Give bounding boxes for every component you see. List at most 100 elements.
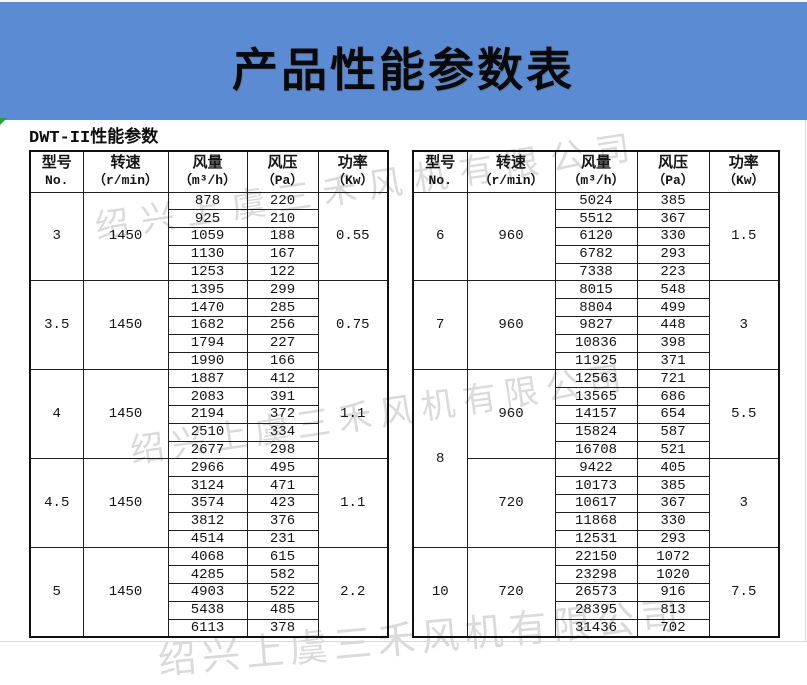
pressure-cell: 367 — [636, 494, 710, 513]
table-row: 31436 702 — [413, 618, 779, 638]
airflow-cell: 6113 — [167, 618, 248, 638]
model-cell: 10 — [412, 547, 468, 638]
airflow-cell: 12563 — [554, 369, 638, 389]
airflow-cell: 4514 — [167, 529, 248, 549]
pressure-cell: 813 — [636, 600, 710, 620]
airflow-cell: 2677 — [167, 440, 248, 460]
pressure-cell: 231 — [246, 529, 319, 549]
pressure-cell: 210 — [246, 209, 319, 229]
airflow-cell: 2083 — [167, 387, 248, 407]
airflow-cell: 12531 — [554, 529, 638, 549]
speed-cell: 960 — [466, 191, 556, 282]
pressure-cell: 330 — [636, 511, 710, 531]
airflow-cell: 9422 — [554, 458, 638, 478]
pressure-cell: 702 — [636, 618, 710, 638]
column-header: 风压 （Pa） — [246, 150, 319, 193]
airflow-cell: 878 — [167, 191, 248, 211]
table-row: 1470 285 — [30, 298, 388, 318]
column-header: 风压 （Pa） — [636, 150, 710, 193]
speed-cell: 1450 — [82, 369, 169, 460]
airflow-cell: 1059 — [167, 227, 248, 246]
model-cell: 6 — [412, 191, 468, 282]
airflow-cell: 4285 — [167, 565, 248, 585]
power-cell: 3 — [708, 458, 780, 549]
table-row: 3124 471 — [30, 476, 388, 496]
pressure-cell: 285 — [246, 298, 319, 318]
title-banner: 产品性能参数表 — [0, 0, 807, 120]
airflow-cell: 15824 — [554, 422, 638, 442]
table-row: 5512 367 — [413, 209, 779, 229]
airflow-cell: 11925 — [554, 351, 638, 371]
power-cell: 0.75 — [317, 280, 389, 371]
power-cell: 3 — [708, 280, 780, 371]
airflow-cell: 8804 — [554, 298, 638, 318]
pressure-cell: 334 — [246, 422, 319, 442]
table-row: 8 960 12563 721 5.5 — [412, 369, 780, 549]
pressure-cell: 167 — [246, 244, 319, 264]
pressure-cell: 721 — [636, 369, 710, 389]
airflow-cell: 3574 — [167, 494, 248, 513]
green-corner-marker-icon — [0, 118, 7, 125]
airflow-cell: 1395 — [167, 280, 248, 300]
table-row: 8804 499 — [413, 298, 779, 318]
airflow-cell: 2966 — [167, 458, 248, 478]
airflow-cell: 1887 — [167, 369, 248, 389]
table-row: 1059 188 — [30, 227, 388, 246]
header-row: 型号 No. 转速 （r/min） 风量 （m³/h） 风压 （Pa） 功率 （Kw） — [412, 150, 780, 193]
section-subtitle: DWT-II性能参数 — [29, 122, 195, 151]
header-row: 型号 No. 转速 （r/min） 风量 （m³/h） 风压 （Pa） 功率 （Kw） — [29, 150, 389, 193]
table-row: 2510 334 — [30, 422, 388, 442]
column-header: 转速 （r/min） — [82, 150, 169, 193]
airflow-cell: 1794 — [167, 333, 248, 353]
speed-cell: 960 — [466, 280, 556, 371]
page-edge-right — [805, 120, 806, 642]
pressure-cell: 686 — [636, 387, 710, 407]
table-row: 10 720 22150 1072 7.5 — [412, 547, 780, 638]
speed-cell: 1450 — [82, 191, 169, 282]
airflow-cell: 5512 — [554, 209, 638, 229]
table-row: 4 1450 1887 412 1.1 — [29, 369, 389, 460]
pressure-cell: 256 — [246, 316, 319, 335]
airflow-cell: 22150 — [554, 547, 638, 567]
airflow-cell: 6782 — [554, 244, 638, 264]
pressure-cell: 499 — [636, 298, 710, 318]
airflow-cell: 10173 — [554, 476, 638, 496]
airflow-cell: 26573 — [554, 583, 638, 602]
table-row: 1990 166 — [30, 351, 388, 371]
airflow-cell: 8015 — [554, 280, 638, 300]
spec-table-right: 型号 No. 转速 （r/min） 风量 （m³/h） 风压 （Pa） 功率 （Kw） 6 960 5… — [412, 150, 780, 638]
pressure-cell: 654 — [636, 405, 710, 424]
pressure-cell: 495 — [246, 458, 319, 478]
power-cell: 5.5 — [708, 369, 780, 460]
pressure-cell: 166 — [246, 351, 319, 371]
pressure-cell: 587 — [636, 422, 710, 442]
table-row: 720 9422 405 3 — [413, 458, 780, 549]
table-header: 型号 No. 转速 （r/min） 风量 （m³/h） 风压 （Pa） 功率 （Kw） — [29, 150, 389, 193]
pressure-cell: 916 — [636, 583, 710, 602]
airflow-cell: 4068 — [167, 547, 248, 567]
pressure-cell: 448 — [636, 316, 710, 335]
column-header: 功率 （Kw） — [317, 150, 389, 193]
airflow-cell: 9827 — [554, 316, 638, 335]
pressure-cell: 615 — [246, 547, 319, 567]
pressure-cell: 367 — [636, 209, 710, 229]
table-body: 3 1450 878 220 0.55 925 210 1059 188 1130 167 1253 1… — [29, 191, 389, 638]
table-row: 12531 293 — [413, 529, 779, 549]
pressure-cell: 405 — [636, 458, 710, 478]
pressure-cell: 298 — [246, 440, 319, 460]
airflow-cell: 5024 — [554, 191, 638, 211]
model-cell: 5 — [29, 547, 84, 638]
table-row: 3 1450 878 220 0.55 — [29, 191, 389, 282]
pressure-cell: 391 — [246, 387, 319, 407]
pressure-cell: 471 — [246, 476, 319, 496]
table-row: 3.5 1450 1395 299 0.75 — [29, 280, 389, 371]
column-header: 功率 （Kw） — [708, 150, 780, 193]
power-cell: 0.55 — [317, 191, 389, 282]
airflow-cell: 2510 — [167, 422, 248, 442]
model-cell: 3 — [29, 191, 84, 282]
airflow-cell: 5438 — [167, 600, 248, 620]
pressure-cell: 582 — [246, 565, 319, 585]
table-row: 6782 293 — [413, 244, 779, 264]
table-row: 1253 122 — [30, 262, 388, 282]
pressure-cell: 330 — [636, 227, 710, 246]
